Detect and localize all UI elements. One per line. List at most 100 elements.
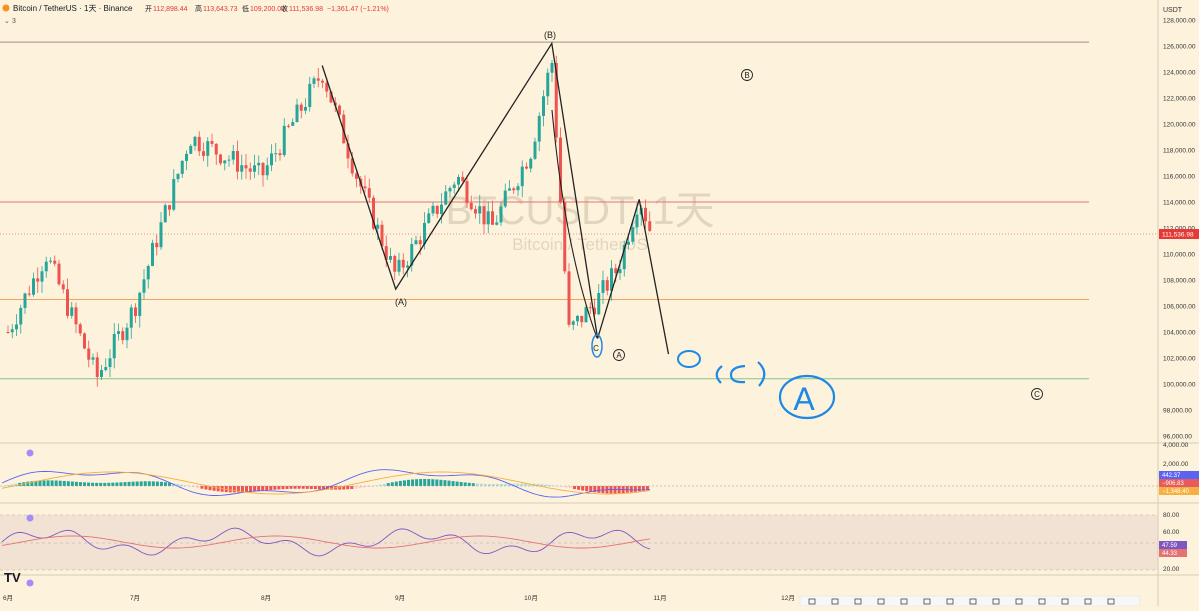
macd-settings-icon[interactable]: [26, 449, 34, 457]
candle-body-96: [414, 240, 418, 245]
measure-icon[interactable]: [923, 598, 931, 605]
high-value: 113,643.73: [203, 6, 238, 13]
zoom-icon[interactable]: [1015, 598, 1023, 605]
time-axis[interactable]: 6月 7月 8月 9月 10月 11月 12月: [3, 594, 795, 602]
candle-body-147: [631, 227, 635, 242]
candle-body-41: [180, 160, 184, 174]
macd-bar-13: [54, 480, 58, 486]
candle-body-31: [138, 292, 142, 316]
candle-body-1: [10, 329, 14, 333]
macd-bar-62: [253, 486, 257, 492]
candle-body-52: [227, 159, 231, 161]
candle-body-57: [248, 168, 252, 172]
price-axis[interactable]: 128,000.00 126,000.00 124,000.00 122,000.00…: [1159, 18, 1199, 441]
candle-body-80: [346, 143, 350, 159]
rsi-band: [0, 515, 1158, 570]
candle-body-86: [372, 197, 375, 229]
macd-bar-90: [366, 486, 370, 487]
eye-icon[interactable]: [1084, 598, 1092, 605]
tradingview-logo-icon[interactable]: TV: [4, 570, 21, 585]
text-icon-shape: [877, 598, 885, 605]
candle-body-136: [584, 307, 588, 323]
macd-bar-132: [536, 483, 540, 486]
pattern-icon[interactable]: [900, 598, 908, 605]
brush-icon[interactable]: [854, 598, 862, 605]
candle-body-53: [231, 151, 235, 160]
macd-bar-69: [281, 486, 285, 490]
symbol-title[interactable]: Bitcoin / TetherUS · 1天 · Binance: [13, 4, 133, 13]
candle-body-151: [648, 221, 652, 231]
handwritten-a-label: A: [793, 381, 815, 417]
lock-icon[interactable]: [1061, 598, 1069, 605]
price-tick-label: 98,000.00: [1163, 408, 1192, 415]
macd-bar-147: [597, 486, 601, 493]
currency-badge[interactable]: USDT: [1163, 7, 1183, 14]
marker-circle-c: [591, 334, 603, 358]
cursor-icon-shape: [808, 598, 816, 605]
candle-body-60: [261, 162, 265, 176]
candle-body-18: [83, 333, 86, 349]
macd-bar-119: [483, 483, 487, 486]
macd-bar-134: [544, 484, 548, 486]
candlestick-series: [6, 55, 652, 387]
bottom-toolbar: [799, 595, 1141, 607]
candle-body-95: [410, 244, 414, 266]
candle-body-38: [168, 205, 171, 210]
rsi-settings-icon[interactable]: [26, 514, 34, 522]
macd-bar-142: [577, 486, 581, 490]
candle-body-118: [508, 188, 511, 191]
macd-bar-135: [548, 485, 552, 486]
macd-value-label: −1,348.40: [1162, 489, 1190, 495]
fib-icon[interactable]: [969, 598, 977, 605]
candle-body-92: [397, 259, 401, 272]
macd-bar-141: [573, 486, 577, 490]
macd-bar-107: [435, 479, 439, 486]
magnet-icon[interactable]: [1038, 598, 1046, 605]
circled-b-ring: [741, 69, 753, 81]
macd-bar-19: [78, 482, 82, 486]
candle-body-62: [270, 153, 273, 166]
macd-bar-25: [103, 482, 107, 486]
macd-bar-71: [289, 486, 293, 489]
macd-bar-145: [589, 486, 593, 492]
macd-bar-110: [447, 480, 451, 486]
forecast-icon[interactable]: [992, 598, 1000, 605]
collapse-chevron-icon[interactable]: ⌄: [4, 18, 10, 25]
macd-bar-52: [212, 486, 216, 491]
macd-bar-139: [564, 486, 568, 488]
candle-body-115: [495, 222, 499, 225]
trend-line-icon[interactable]: [831, 598, 839, 605]
macd-bar-78: [317, 486, 321, 490]
ruler-icon[interactable]: [946, 598, 954, 605]
macd-bar-53: [216, 486, 220, 492]
candle-body-71: [308, 83, 312, 107]
macd-bar-3: [14, 483, 18, 486]
price-tick-label: 108,000.00: [1163, 278, 1196, 285]
candle-body-81: [350, 158, 354, 174]
rsi-tick-label: 60.00: [1163, 529, 1180, 536]
candle-body-130: [559, 137, 562, 203]
macd-bar-87: [354, 486, 358, 489]
macd-bar-120: [488, 483, 491, 486]
pane-settings-icon[interactable]: [26, 579, 34, 587]
text-icon[interactable]: [877, 598, 885, 605]
macd-bar-50: [204, 486, 208, 490]
cursor-icon[interactable]: [808, 598, 816, 605]
indicator-count[interactable]: 3: [12, 18, 16, 25]
macd-axis: 4,000.00 2,000.00 442.37 −906.83 −1,348.40: [1159, 442, 1199, 495]
trash-icon[interactable]: [1107, 598, 1115, 605]
rsi-value-label: 44.33: [1162, 551, 1178, 557]
close-label: 收: [281, 4, 288, 13]
candle-body-68: [295, 104, 299, 123]
price-tick-label: 96,000.00: [1163, 434, 1192, 441]
macd-bar-8: [34, 480, 38, 486]
macd-value-tag: [1159, 487, 1199, 495]
candle-body-29: [129, 307, 133, 328]
candle-body-128: [550, 62, 554, 73]
candle-body-44: [193, 136, 197, 146]
macd-bar-76: [309, 486, 313, 489]
macd-bar-94: [382, 483, 386, 486]
price-tick-label: 116,000.00: [1163, 174, 1195, 181]
trend-line-icon-shape: [831, 598, 839, 605]
